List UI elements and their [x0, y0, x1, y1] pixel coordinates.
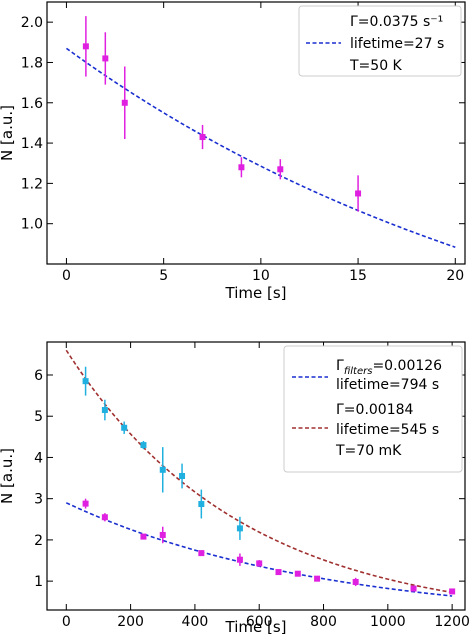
data-point	[82, 500, 89, 507]
data-point	[102, 55, 109, 62]
x-tick-label: 1200	[434, 614, 470, 630]
x-tick-label: 800	[310, 614, 337, 630]
legend-temperature: T=70 mK	[335, 443, 402, 459]
y-tick-label: 6	[34, 368, 43, 384]
y-tick-label: 4	[34, 450, 43, 466]
data-point	[159, 531, 166, 538]
plot-frame	[46, 1, 466, 265]
data-point	[101, 407, 108, 414]
data-point	[82, 378, 89, 385]
data-point	[198, 501, 205, 508]
data-point	[82, 43, 89, 50]
data-point	[314, 575, 321, 582]
data-point	[140, 533, 147, 540]
data-point	[449, 588, 456, 595]
legend-lifetime-nofilter: lifetime=545 s	[336, 422, 439, 438]
x-tick-label: 400	[182, 614, 209, 630]
y-axis-label: N [a.u.]	[0, 105, 16, 161]
y-tick-label: 5	[34, 409, 43, 425]
y-axis-label: N [a.u.]	[0, 448, 16, 504]
y-tick-label: 1.2	[21, 176, 43, 192]
data-point	[179, 473, 186, 479]
x-tick-label: 20	[446, 268, 464, 284]
legend-gamma-nofilter: Γ=0.00184	[336, 402, 414, 418]
y-tick-label: 1.0	[21, 217, 43, 233]
y-tick-label: 2	[34, 533, 43, 549]
ticks-layer: 0 200 400 600 800 1000 1200 1 2 3 4 5 6	[34, 342, 470, 630]
data-point	[277, 166, 284, 173]
legend: Γ=0.0375 s⁻¹ lifetime=27 s T=50 K	[298, 5, 462, 77]
data-point	[256, 560, 263, 567]
legend-box	[298, 5, 462, 77]
points-layer	[82, 366, 456, 595]
x-axis-label: Time [s]	[225, 284, 287, 302]
fit-curve	[65, 502, 453, 597]
x-tick-label: 200	[117, 614, 144, 630]
data-point	[236, 525, 243, 532]
data-point	[140, 442, 147, 449]
legend-line-3: T=50 K	[349, 58, 403, 74]
legend: Γfilters=0.00126 lifetime=794 s Γ=0.0018…	[283, 345, 463, 473]
legend-gamma-filters: Γfilters=0.00126	[336, 358, 442, 377]
legend-line-2: lifetime=27 s	[350, 36, 444, 52]
x-tick-label: 1000	[370, 614, 406, 630]
panel-bottom-chart: 0 200 400 600 800 1000 1200 1 2 3 4 5 6 Time [s] N […	[0, 341, 470, 635]
data-point	[101, 514, 108, 521]
y-tick-label: 1.4	[21, 136, 43, 152]
y-tick-label: 1.8	[21, 55, 43, 71]
data-point	[294, 570, 301, 577]
y-tick-label: 2.0	[21, 15, 43, 31]
data-point	[198, 550, 205, 557]
legend-lifetime-filters: lifetime=794 s	[336, 377, 439, 393]
x-tick-label: 10	[252, 268, 270, 284]
data-point	[410, 585, 417, 592]
data-point	[159, 466, 166, 473]
points-layer	[82, 16, 362, 212]
legend-line-1: Γ=0.0375 s⁻¹	[350, 14, 443, 30]
data-point	[236, 556, 243, 563]
x-tick-label: 0	[62, 614, 71, 630]
fit-layer	[65, 47, 456, 248]
data-point	[238, 164, 245, 171]
ticks-layer: 0 5 10 15 20 1.0 1.2 1.4 1.6 1.8 2.0	[21, 2, 465, 284]
x-tick-label: 15	[349, 268, 367, 284]
fit-curve	[65, 349, 453, 594]
legend-box	[283, 345, 463, 473]
data-point	[199, 134, 206, 141]
x-tick-label: 0	[62, 268, 71, 284]
data-point	[352, 578, 359, 585]
plot-frame	[46, 341, 466, 611]
x-tick-label: 600	[246, 614, 273, 630]
x-tick-label: 5	[159, 268, 168, 284]
data-point	[121, 424, 128, 431]
data-point	[355, 190, 362, 197]
y-tick-label: 1	[34, 574, 43, 590]
data-point	[275, 569, 282, 576]
x-axis-label: Time [s]	[225, 618, 287, 635]
data-point	[121, 99, 128, 106]
fit-curve	[65, 47, 456, 248]
y-tick-label: 1.6	[21, 96, 43, 112]
panel-top-chart: 0 5 10 15 20 1.0 1.2 1.4 1.6 1.8 2.0 Time [s] N [a…	[0, 1, 466, 302]
y-tick-label: 3	[34, 492, 43, 508]
